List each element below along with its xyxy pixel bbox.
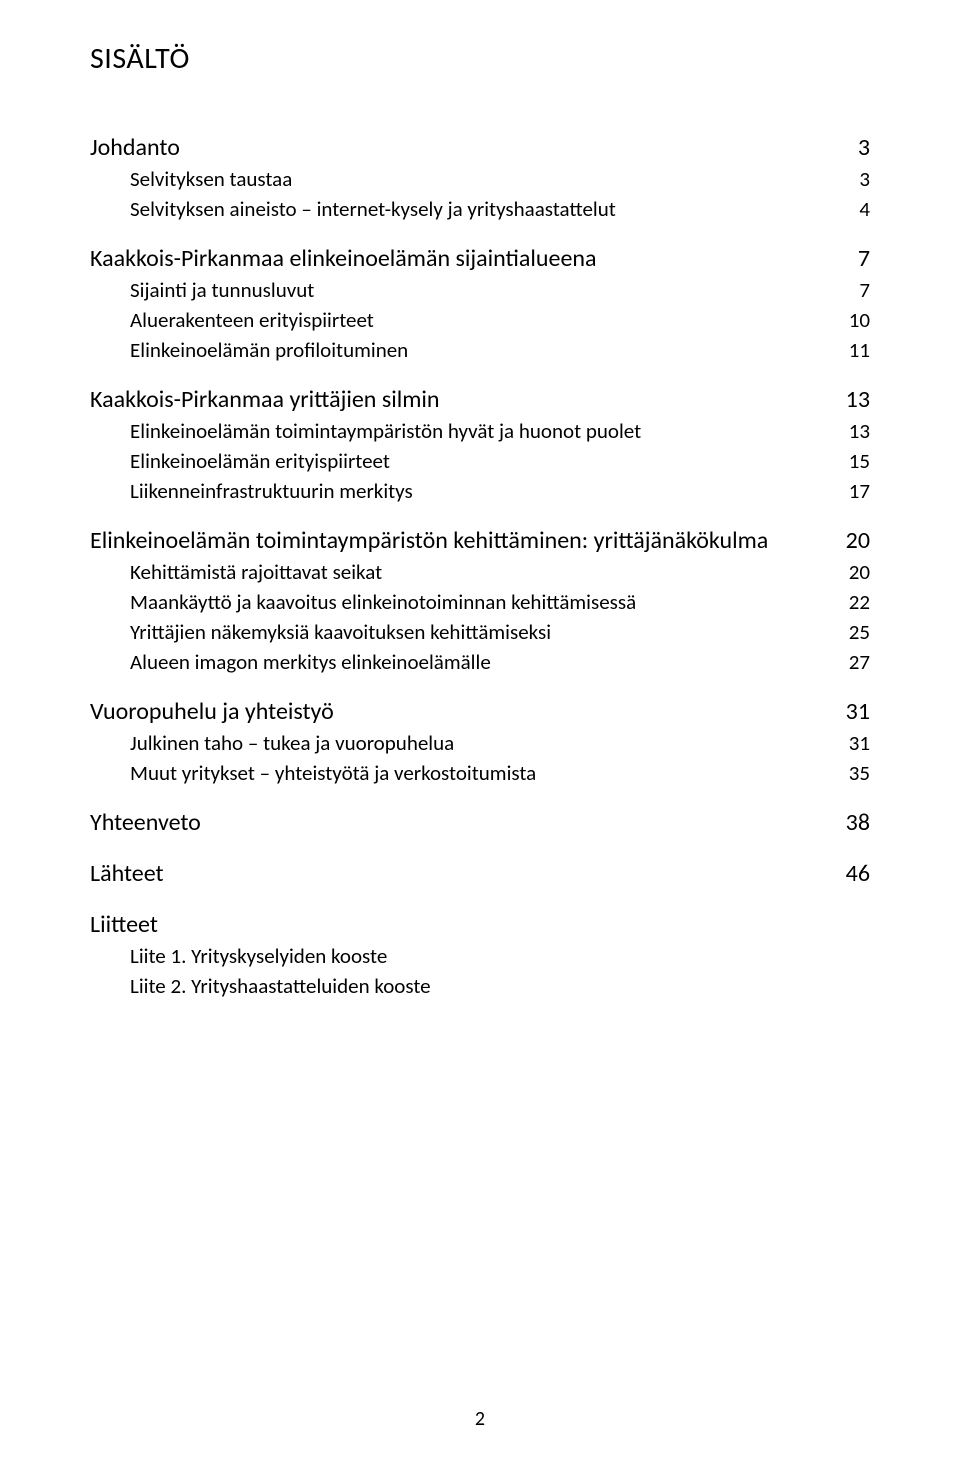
toc-sub-row: Muut yritykset – yhteistyötä ja verkosto… bbox=[90, 760, 870, 786]
toc-sub-row: Aluerakenteen erityispiirteet 10 bbox=[90, 307, 870, 333]
toc-sub-page: 3 bbox=[859, 166, 870, 192]
toc-sub-label: Selvityksen taustaa bbox=[130, 166, 292, 192]
toc-sub-page: 22 bbox=[849, 589, 870, 615]
toc-sub-label: Selvityksen aineisto – internet-kysely j… bbox=[130, 196, 616, 222]
toc-section-page: 31 bbox=[846, 697, 870, 726]
toc-sub-page: 4 bbox=[859, 196, 870, 222]
toc-sub-page: 20 bbox=[849, 559, 870, 585]
toc-sub-row: Selvityksen aineisto – internet-kysely j… bbox=[90, 196, 870, 222]
toc-section-label: Liitteet bbox=[90, 910, 158, 939]
document-page: SISÄLTÖ Johdanto 3 Selvityksen taustaa 3… bbox=[0, 0, 960, 1471]
toc-sub-row: Julkinen taho – tukea ja vuoropuhelua 31 bbox=[90, 730, 870, 756]
toc-block-yrittajien-silmin: Kaakkois-Pirkanmaa yrittäjien silmin 13 … bbox=[90, 385, 870, 504]
toc-sub-label: Elinkeinoelämän profiloituminen bbox=[130, 337, 408, 363]
toc-sub-page: 25 bbox=[849, 619, 870, 645]
toc-block-liitteet: Liitteet Liite 1. Yrityskyselyiden koost… bbox=[90, 910, 870, 999]
toc-section-label: Johdanto bbox=[90, 133, 180, 162]
toc-sub-page: 27 bbox=[849, 649, 870, 675]
toc-block-kehittaminen: Elinkeinoelämän toimintaympäristön kehit… bbox=[90, 526, 870, 675]
toc-sub-page: 10 bbox=[849, 307, 870, 333]
page-title: SISÄLTÖ bbox=[90, 40, 870, 77]
toc-section-row: Kaakkois-Pirkanmaa yrittäjien silmin 13 bbox=[90, 385, 870, 414]
footer-page-number: 2 bbox=[0, 1407, 960, 1431]
toc-sub-row: Sijainti ja tunnusluvut 7 bbox=[90, 277, 870, 303]
toc-section-label: Yhteenveto bbox=[90, 808, 201, 837]
toc-block-johdanto: Johdanto 3 Selvityksen taustaa 3 Selvity… bbox=[90, 133, 870, 222]
toc-sub-label: Liite 2. Yrityshaastatteluiden kooste bbox=[130, 973, 431, 999]
toc-sub-label: Maankäyttö ja kaavoitus elinkeinotoiminn… bbox=[130, 589, 636, 615]
toc-section-label: Kaakkois-Pirkanmaa yrittäjien silmin bbox=[90, 385, 440, 414]
toc-sub-row: Alueen imagon merkitys elinkeinoelämälle… bbox=[90, 649, 870, 675]
toc-block-lahteet: Lähteet 46 bbox=[90, 859, 870, 888]
toc-sub-row: Kehittämistä rajoittavat seikat 20 bbox=[90, 559, 870, 585]
toc-section-row: Vuoropuhelu ja yhteistyö 31 bbox=[90, 697, 870, 726]
toc-sub-label: Liite 1. Yrityskyselyiden kooste bbox=[130, 943, 387, 969]
toc-sub-label: Alueen imagon merkitys elinkeinoelämälle bbox=[130, 649, 491, 675]
toc-section-label: Elinkeinoelämän toimintaympäristön kehit… bbox=[90, 526, 768, 555]
toc-section-page: 38 bbox=[846, 808, 870, 837]
toc-sub-row: Liite 2. Yrityshaastatteluiden kooste bbox=[90, 973, 870, 999]
toc-section-page: 20 bbox=[846, 526, 870, 555]
toc-sub-row: Maankäyttö ja kaavoitus elinkeinotoiminn… bbox=[90, 589, 870, 615]
toc-sub-row: Liikenneinfrastruktuurin merkitys 17 bbox=[90, 478, 870, 504]
toc-sub-label: Yrittäjien näkemyksiä kaavoituksen kehit… bbox=[130, 619, 551, 645]
toc-sub-row: Yrittäjien näkemyksiä kaavoituksen kehit… bbox=[90, 619, 870, 645]
toc-sub-label: Julkinen taho – tukea ja vuoropuhelua bbox=[130, 730, 454, 756]
toc-section-row: Johdanto 3 bbox=[90, 133, 870, 162]
toc-section-page: 13 bbox=[846, 385, 870, 414]
toc-block-sijaintialueena: Kaakkois-Pirkanmaa elinkeinoelämän sijai… bbox=[90, 244, 870, 363]
toc-sub-row: Selvityksen taustaa 3 bbox=[90, 166, 870, 192]
toc-section-label: Lähteet bbox=[90, 859, 164, 888]
toc-sub-page: 31 bbox=[849, 730, 870, 756]
toc-sub-page: 7 bbox=[859, 277, 870, 303]
toc-sub-row: Elinkeinoelämän toimintaympäristön hyvät… bbox=[90, 418, 870, 444]
toc-sub-row: Liite 1. Yrityskyselyiden kooste bbox=[90, 943, 870, 969]
toc-section-label: Vuoropuhelu ja yhteistyö bbox=[90, 697, 334, 726]
toc-section-row: Kaakkois-Pirkanmaa elinkeinoelämän sijai… bbox=[90, 244, 870, 273]
toc-sub-label: Sijainti ja tunnusluvut bbox=[130, 277, 314, 303]
toc-sub-page: 35 bbox=[849, 760, 870, 786]
toc-section-page: 3 bbox=[858, 133, 870, 162]
toc-sub-label: Kehittämistä rajoittavat seikat bbox=[130, 559, 382, 585]
toc-sub-label: Aluerakenteen erityispiirteet bbox=[130, 307, 374, 333]
toc-sub-label: Liikenneinfrastruktuurin merkitys bbox=[130, 478, 413, 504]
toc-sub-page: 15 bbox=[849, 448, 870, 474]
toc-section-row: Lähteet 46 bbox=[90, 859, 870, 888]
toc-section-row: Yhteenveto 38 bbox=[90, 808, 870, 837]
toc-sub-label: Elinkeinoelämän toimintaympäristön hyvät… bbox=[130, 418, 641, 444]
toc-section-page: 7 bbox=[858, 244, 870, 273]
toc-sub-row: Elinkeinoelämän erityispiirteet 15 bbox=[90, 448, 870, 474]
toc-section-row: Liitteet bbox=[90, 910, 870, 939]
toc-block-yhteenveto: Yhteenveto 38 bbox=[90, 808, 870, 837]
toc-sub-page: 11 bbox=[849, 337, 870, 363]
toc-section-label: Kaakkois-Pirkanmaa elinkeinoelämän sijai… bbox=[90, 244, 597, 273]
toc-sub-page: 13 bbox=[849, 418, 870, 444]
toc-section-page: 46 bbox=[846, 859, 870, 888]
toc-block-vuoropuhelu: Vuoropuhelu ja yhteistyö 31 Julkinen tah… bbox=[90, 697, 870, 786]
toc-sub-row: Elinkeinoelämän profiloituminen 11 bbox=[90, 337, 870, 363]
toc-sub-label: Elinkeinoelämän erityispiirteet bbox=[130, 448, 390, 474]
toc-sub-label: Muut yritykset – yhteistyötä ja verkosto… bbox=[130, 760, 536, 786]
toc-sub-page: 17 bbox=[849, 478, 870, 504]
toc-section-row: Elinkeinoelämän toimintaympäristön kehit… bbox=[90, 526, 870, 555]
